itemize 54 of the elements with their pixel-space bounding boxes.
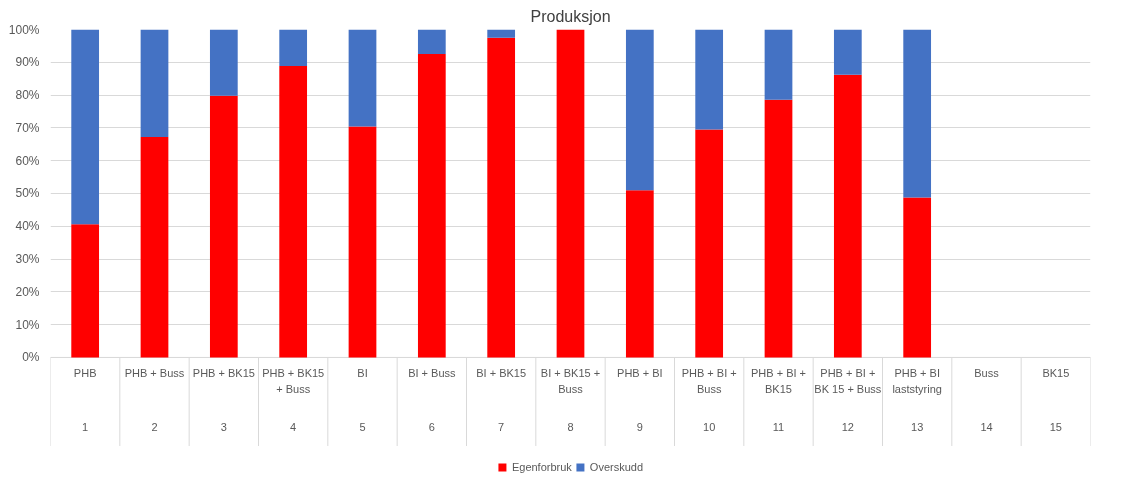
y-tick-label: 90% bbox=[15, 55, 40, 70]
bar bbox=[556, 29, 585, 358]
bar bbox=[140, 29, 169, 138]
bar bbox=[348, 126, 377, 358]
y-tick-label: 80% bbox=[15, 88, 40, 103]
category-label: PHB + BK15 3 bbox=[192, 367, 255, 434]
y-tick-label: 10% bbox=[15, 317, 40, 332]
bar bbox=[695, 29, 724, 130]
bar bbox=[625, 190, 654, 358]
category-label: BI + BK15 + Buss 8 bbox=[540, 367, 601, 434]
category-label: BI 5 bbox=[357, 367, 368, 434]
bar bbox=[764, 99, 793, 358]
bar bbox=[209, 29, 238, 96]
y-tick-label: 50% bbox=[15, 186, 40, 201]
y-tick-label: 60% bbox=[15, 153, 40, 168]
bar bbox=[903, 29, 932, 198]
y-tick-label: 30% bbox=[15, 252, 40, 267]
bar bbox=[487, 29, 516, 38]
legend-label: Overskudd bbox=[589, 461, 644, 473]
category-label: PHB + BI 9 bbox=[617, 367, 663, 434]
bar bbox=[487, 37, 516, 358]
bar bbox=[71, 29, 100, 225]
bar bbox=[71, 224, 100, 358]
category-label: PHB + BK15 + Buss 4 bbox=[262, 367, 325, 434]
legend-label: Egenforbruk bbox=[511, 461, 572, 473]
y-tick-label: 0% bbox=[22, 350, 40, 365]
bar bbox=[279, 29, 308, 66]
bar bbox=[903, 197, 932, 358]
bar bbox=[417, 29, 446, 55]
bar bbox=[833, 74, 862, 358]
category-label: BI + Buss 6 bbox=[408, 367, 456, 434]
bar bbox=[764, 29, 793, 100]
category-label: PHB + BI + BK15 11 bbox=[750, 367, 807, 434]
category-label: BK15 15 bbox=[1042, 367, 1070, 434]
category-label: Buss 14 bbox=[974, 367, 999, 434]
bar bbox=[695, 129, 724, 358]
category-label: PHB + BI + Buss 10 bbox=[681, 367, 737, 434]
y-tick-label: 100% bbox=[8, 22, 40, 37]
bar bbox=[348, 29, 377, 127]
chart-title: Produksjon bbox=[530, 7, 611, 25]
category-label: PHB + BI + BK 15 + Buss 12 bbox=[814, 367, 882, 434]
y-tick-label: 40% bbox=[15, 219, 40, 234]
category-label: PHB + BI laststyring 13 bbox=[892, 367, 942, 434]
bar bbox=[209, 95, 238, 358]
y-tick-label: 20% bbox=[15, 284, 40, 299]
category-label: PHB + Buss 2 bbox=[124, 367, 185, 434]
bar bbox=[833, 29, 862, 75]
bar bbox=[279, 65, 308, 358]
bar bbox=[140, 137, 169, 358]
bar bbox=[625, 29, 654, 191]
bar bbox=[417, 54, 446, 358]
category-label: BI + BK15 7 bbox=[476, 367, 527, 434]
category-label: PHB 1 bbox=[73, 367, 97, 434]
y-tick-label: 70% bbox=[15, 120, 40, 135]
